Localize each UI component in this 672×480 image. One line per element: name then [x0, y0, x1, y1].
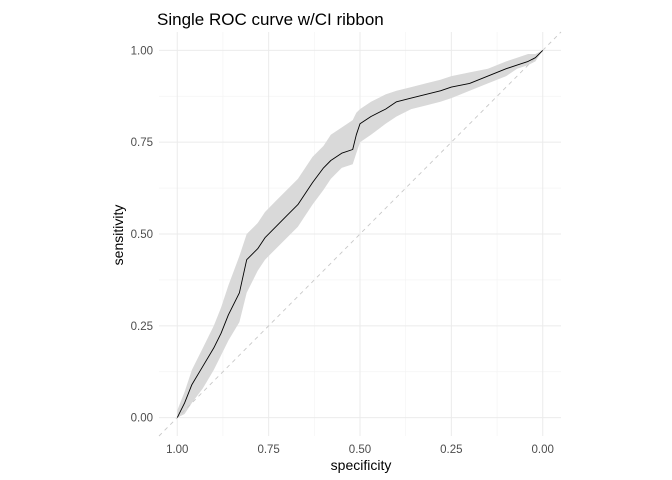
reference-line — [158, 31, 562, 437]
y-tick-label: 0.75 — [131, 137, 153, 149]
y-tick-label: 0.25 — [131, 321, 153, 333]
y-axis-title: sensitivity — [110, 205, 126, 266]
x-tick-label: 1.00 — [166, 444, 188, 456]
x-axis-title: specificity — [331, 457, 392, 473]
roc-line — [176, 50, 544, 418]
x-tick-label: 0.75 — [257, 444, 279, 456]
y-tick-label: 1.00 — [131, 45, 153, 57]
y-tick-label: 0.00 — [131, 413, 153, 425]
x-tick-label: 0.50 — [349, 444, 371, 456]
reference-diagonal — [158, 31, 562, 437]
tick-labels: 1.00 0.75 0.50 0.25 0.00 0.00 0.25 0.50 0.75 1.00 — [131, 45, 554, 456]
x-tick-label: 0.00 — [532, 444, 554, 456]
grid-lines — [159, 32, 561, 436]
y-tick-label: 0.50 — [131, 229, 153, 241]
roc-curve — [176, 50, 544, 418]
x-tick-label: 0.25 — [440, 444, 462, 456]
chart-title: Single ROC curve w/CI ribbon — [157, 10, 384, 29]
